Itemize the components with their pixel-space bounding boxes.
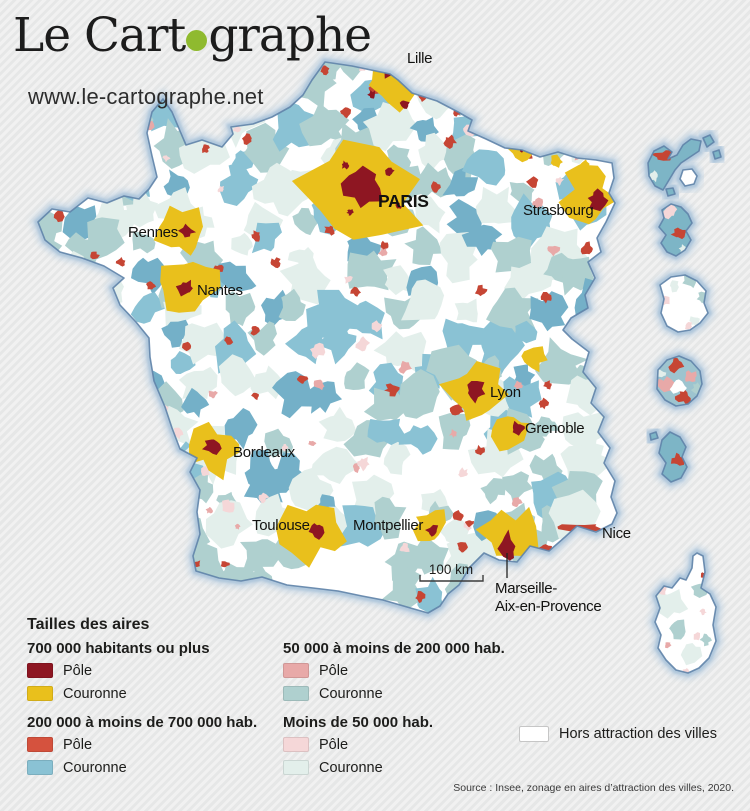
city-pole xyxy=(202,439,222,455)
swatch-pole-50k xyxy=(283,663,309,678)
city-label: PARIS xyxy=(378,191,429,211)
logo-text-right: graphe xyxy=(208,8,372,63)
minor-couronne xyxy=(550,154,563,168)
city-pole xyxy=(512,420,525,436)
city-pole xyxy=(497,529,516,561)
city-pole xyxy=(587,188,609,212)
legend-item: Pôle xyxy=(283,735,533,754)
scale-bar: 100 km xyxy=(419,562,484,582)
city-pole xyxy=(340,165,383,209)
city-label: Nantes xyxy=(197,282,243,299)
city-pole xyxy=(467,381,486,404)
city-label: Montpellier xyxy=(353,517,423,534)
legend-group-50k: 50 000 à moins de 200 000 hab. Pôle Cour… xyxy=(283,640,533,703)
city-couronne xyxy=(275,504,347,568)
legend-item: Couronne xyxy=(27,684,277,703)
swatch-couronne-under50k xyxy=(283,760,309,775)
city-label: Nice xyxy=(602,525,631,542)
swatch-couronne-50k xyxy=(283,686,309,701)
swatch-pole-700k xyxy=(27,663,53,678)
legend-item: Pôle xyxy=(283,661,533,680)
city-pole xyxy=(175,279,193,297)
city-label: Lille xyxy=(407,50,432,67)
city-pole xyxy=(177,223,197,238)
city-pole xyxy=(425,524,439,537)
source-credit: Source : Insee, zonage en aires d’attrac… xyxy=(453,782,734,794)
legend-item: Couronne xyxy=(283,758,533,777)
legend-column-left: 700 000 habitants ou plus Pôle Couronne … xyxy=(27,640,277,781)
legend-group-700k: 700 000 habitants ou plus Pôle Couronne xyxy=(27,640,277,703)
city-label: Grenoble xyxy=(525,420,584,437)
legend-heading: 200 000 à moins de 700 000 hab. xyxy=(27,714,258,731)
scale-label: 100 km xyxy=(429,562,473,577)
legend-group-200k: 200 000 à moins de 700 000 hab. Pôle Cou… xyxy=(27,714,277,777)
city-label: Bordeaux xyxy=(233,444,296,461)
legend-title: Tailles des aires xyxy=(27,616,150,633)
city-label: Toulouse xyxy=(252,517,310,534)
city-label: Strasbourg xyxy=(523,202,593,219)
legend-heading: 700 000 habitants ou plus xyxy=(27,640,210,657)
city-label: Rennes xyxy=(128,224,178,241)
legend-outside-attraction: Hors attraction des villes xyxy=(519,726,717,742)
city-pole xyxy=(308,523,325,540)
city-label: Aix-en-Provence xyxy=(495,598,601,615)
logo: Le Cart graphe xyxy=(13,8,372,63)
legend-group-under50k: Moins de 50 000 hab. Pôle Couronne xyxy=(283,714,533,777)
swatch-pole-200k xyxy=(27,737,53,752)
legend-item: Pôle xyxy=(27,661,277,680)
city-label: Marseille- xyxy=(495,580,557,597)
city-labels: Lille PARIS Strasbourg Rennes Nantes Lyon Gren… xyxy=(128,50,631,615)
city-label: Lyon xyxy=(490,384,521,401)
logo-dot-icon xyxy=(186,30,208,51)
legend-item: Couronne xyxy=(27,758,277,777)
swatch-pole-under50k xyxy=(283,737,309,752)
minor-couronne xyxy=(521,346,548,373)
legend-heading: 50 000 à moins de 200 000 hab. xyxy=(283,640,505,657)
legend-item: Couronne xyxy=(283,684,533,703)
swatch-couronne-200k xyxy=(27,760,53,775)
legend-column-right: 50 000 à moins de 200 000 hab. Pôle Cour… xyxy=(283,640,533,781)
website-url[interactable]: www.le-cartographe.net xyxy=(28,84,264,109)
legend-item: Pôle xyxy=(27,735,277,754)
swatch-couronne-700k xyxy=(27,686,53,701)
coast-lines xyxy=(37,61,722,674)
logo-text-left: Le Cart xyxy=(13,8,186,63)
swatch-outside xyxy=(519,726,549,742)
legend-heading: Moins de 50 000 hab. xyxy=(283,714,434,731)
city-couronne xyxy=(558,164,617,225)
city-couronne xyxy=(413,509,446,542)
